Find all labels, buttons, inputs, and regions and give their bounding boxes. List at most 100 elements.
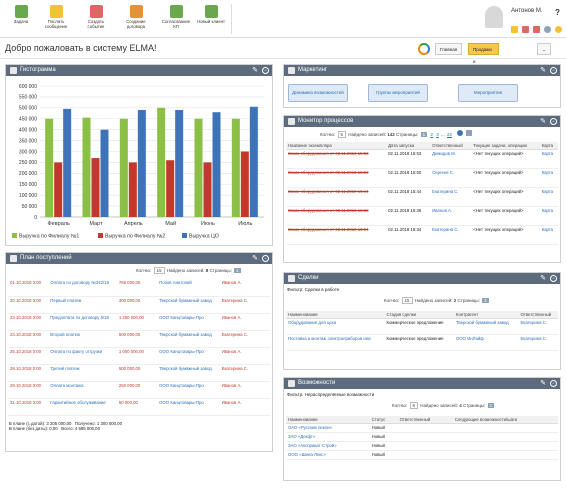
cell-name[interactable]: Второй платеж xyxy=(48,330,117,348)
bar[interactable] xyxy=(203,162,212,217)
bar[interactable] xyxy=(54,162,63,217)
opportunity-name-link[interactable]: ЗАО «Декфт» xyxy=(286,432,370,442)
process-name-link[interactable]: Заказ оборудования от 02.11.2018 15:44 xyxy=(286,187,387,207)
column-header[interactable]: Ответственный xyxy=(430,142,472,150)
column-header[interactable]: Ответственный xyxy=(518,311,558,319)
legend-label[interactable]: Выручка ЦО xyxy=(189,234,219,240)
cell-client[interactable]: Тверской бумажный завод xyxy=(157,364,220,382)
cell-name[interactable]: Первый платеж xyxy=(48,296,117,314)
table-row[interactable]: 23.10.2018 0:00 Предоплата по договору 5/… xyxy=(8,313,270,331)
cell-responsible[interactable]: Екатерина С. xyxy=(430,225,472,245)
cell-client[interactable]: ООО Канцтовары-Про xyxy=(157,313,220,331)
deal-name-link[interactable]: Оборудование для цеха xyxy=(286,318,385,335)
wrench-icon[interactable]: ✎ xyxy=(540,275,546,282)
grid-settings-icon[interactable] xyxy=(465,130,472,136)
avatar[interactable] xyxy=(485,6,503,28)
column-header[interactable]: Дата запуска xyxy=(386,142,431,150)
map-link[interactable]: Карта xyxy=(539,168,558,188)
wrench-icon[interactable]: ✎ xyxy=(540,67,546,74)
toolbar-button-2[interactable]: Создать событие xyxy=(80,3,112,35)
cell-responsible[interactable]: Екатерина С. xyxy=(518,318,558,335)
cell-responsible[interactable]: Екатерина С. xyxy=(430,187,472,207)
toolbar-button-3[interactable]: Создание договора xyxy=(120,3,152,35)
wrench-icon[interactable]: ✎ xyxy=(540,380,546,387)
table-row[interactable]: ЗАО «Аксприкат-Строй» Новый xyxy=(286,441,558,451)
table-row[interactable]: Заказ оборудования от 02.11.2018 15:34 02… xyxy=(286,225,558,245)
checklist-icon[interactable] xyxy=(522,26,529,33)
collapse-icon[interactable]: ^ xyxy=(550,380,557,387)
cell-name[interactable]: Предоплата по договору 5/18 xyxy=(48,313,117,331)
calendar-icon[interactable] xyxy=(533,26,540,33)
table-row[interactable]: Заказ оборудования от 02.11.2018 15:50 02… xyxy=(286,168,558,188)
collapse-icon[interactable]: ^ xyxy=(550,118,557,125)
bar[interactable] xyxy=(194,118,203,217)
table-row[interactable]: Заказ оборудования от 02.11.2018 15:44 02… xyxy=(286,187,558,207)
process-name-link[interactable]: Заказ оборудования от 02.11.2018 15:50 xyxy=(286,168,387,188)
bar[interactable] xyxy=(157,107,166,217)
table-row[interactable]: Заказ оборудования от 02.11.2018 15:36 02… xyxy=(286,206,558,226)
column-header[interactable]: Следующие возможности/шаги xyxy=(452,416,558,424)
collapse-icon[interactable]: ^ xyxy=(262,67,269,74)
table-row[interactable]: Поставка и монтаж электроприборов ини Ком… xyxy=(286,334,558,351)
tab-sales-marketing[interactable]: Продажи и маркетинг xyxy=(468,43,500,76)
cell-client[interactable]: ООО Канцтовары-Про xyxy=(157,347,220,365)
bar[interactable] xyxy=(249,106,258,217)
help-icon[interactable]: ? xyxy=(555,8,560,17)
mail-icon[interactable] xyxy=(511,26,518,33)
column-header[interactable]: Стадия сделки xyxy=(384,311,454,319)
toolbar-button-1[interactable]: Послать сообщение xyxy=(40,3,72,35)
bar[interactable] xyxy=(45,118,54,217)
collapse-icon[interactable]: ^ xyxy=(262,255,269,262)
table-row[interactable]: Оборудование для цеха Коммерческое предло… xyxy=(286,318,558,335)
tabs-chevron-down-icon[interactable]: ⌄ xyxy=(537,43,551,55)
process-name-link[interactable]: Заказ оборудования от 02.11.2018 15:34 xyxy=(286,225,387,245)
bar[interactable] xyxy=(137,110,146,217)
opportunity-name-link[interactable]: ООО «Шина-Лекс» xyxy=(286,450,370,460)
count-select[interactable]: 15 xyxy=(401,297,413,304)
table-row[interactable]: 31.10.2018 0:00 Гарантийное обслуживание 5… xyxy=(8,398,270,416)
user-name[interactable]: Антонов М. xyxy=(511,8,543,14)
process-name-link[interactable]: Заказ оборудования от 02.11.2018 15:36 xyxy=(286,206,387,226)
table-row[interactable]: 20.10.2018 0:00 Первый платеж 300 000,00 Тв… xyxy=(8,296,270,314)
page-1[interactable]: 1 xyxy=(482,298,489,303)
process-name-link[interactable]: Заказ оборудования от 02.11.2018 15:53 xyxy=(286,149,387,169)
collapse-icon[interactable]: ^ xyxy=(550,275,557,282)
column-header[interactable]: Текущие задачи, операции xyxy=(471,142,540,150)
count-select[interactable]: 15 xyxy=(153,267,165,274)
bar[interactable] xyxy=(119,118,128,217)
map-link[interactable]: Карта xyxy=(539,149,558,169)
opportunity-name-link[interactable]: ЗАО «Аксприкат-Строй» xyxy=(286,441,370,451)
column-header[interactable]: Ответственный xyxy=(397,416,453,424)
table-row[interactable]: ОАО «Русские пекли» Новый xyxy=(286,423,558,433)
column-header[interactable]: Название экземпляра xyxy=(286,142,387,150)
cell-responsible[interactable]: Иванов А. xyxy=(430,206,472,226)
wrench-icon[interactable]: ✎ xyxy=(540,118,546,125)
cell-client[interactable]: Тверской бумажный завод xyxy=(453,318,519,335)
chevron-down-icon[interactable] xyxy=(544,26,551,33)
map-link[interactable]: Карта xyxy=(539,187,558,207)
toolbar-button-5[interactable]: Новый клиент xyxy=(195,3,227,35)
legend-label[interactable]: Выручка по Филиалу №2 xyxy=(105,234,165,240)
table-row[interactable]: 29.10.2018 0:00 Оплата монтажа 250 000,00 О… xyxy=(8,381,270,399)
bar[interactable] xyxy=(240,151,249,218)
column-header[interactable]: Карта xyxy=(539,142,558,150)
page-2[interactable]: 2 xyxy=(430,132,433,137)
cell-client[interactable]: Попов Анатолий xyxy=(157,279,220,297)
page-1[interactable]: 1 xyxy=(234,268,241,273)
cell-client[interactable]: Тверской бумажный завод xyxy=(157,330,220,348)
opportunity-dynamics-button[interactable]: Динамика возможностей xyxy=(288,84,348,102)
bar[interactable] xyxy=(100,129,109,217)
table-row[interactable]: ЗАО «Декфт» Новый xyxy=(286,432,558,442)
bar[interactable] xyxy=(63,108,72,217)
map-link[interactable]: Карта xyxy=(539,206,558,226)
wrench-icon[interactable]: ✎ xyxy=(252,255,258,262)
bar[interactable] xyxy=(166,160,175,217)
legend-label[interactable]: Выручка по Филиалу №1 xyxy=(19,234,79,240)
bar[interactable] xyxy=(175,110,184,217)
deal-name-link[interactable]: Поставка и монтаж электроприборов ини xyxy=(286,334,385,351)
bar[interactable] xyxy=(91,158,100,217)
cell-client[interactable]: ООО Канцтовары-Про xyxy=(157,398,220,416)
cell-responsible[interactable]: Екатерина С. xyxy=(518,334,558,351)
page-last[interactable]: 22 xyxy=(447,132,453,137)
toolbar-button-4[interactable]: Согласование КП xyxy=(160,3,192,35)
